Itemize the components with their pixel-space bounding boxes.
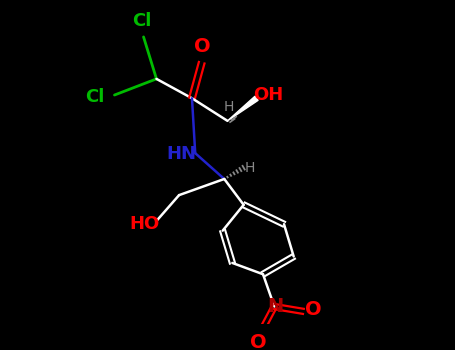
Text: O: O bbox=[305, 300, 322, 319]
Text: N: N bbox=[267, 297, 283, 316]
Text: Cl: Cl bbox=[132, 12, 152, 30]
Text: H: H bbox=[224, 100, 234, 114]
Text: OH: OH bbox=[253, 86, 283, 104]
Text: HO: HO bbox=[129, 215, 159, 232]
Text: O: O bbox=[250, 332, 267, 350]
Text: H: H bbox=[244, 161, 255, 175]
Text: HN: HN bbox=[167, 145, 197, 163]
Text: O: O bbox=[194, 37, 211, 56]
Polygon shape bbox=[228, 96, 258, 121]
Text: Cl: Cl bbox=[86, 88, 105, 106]
